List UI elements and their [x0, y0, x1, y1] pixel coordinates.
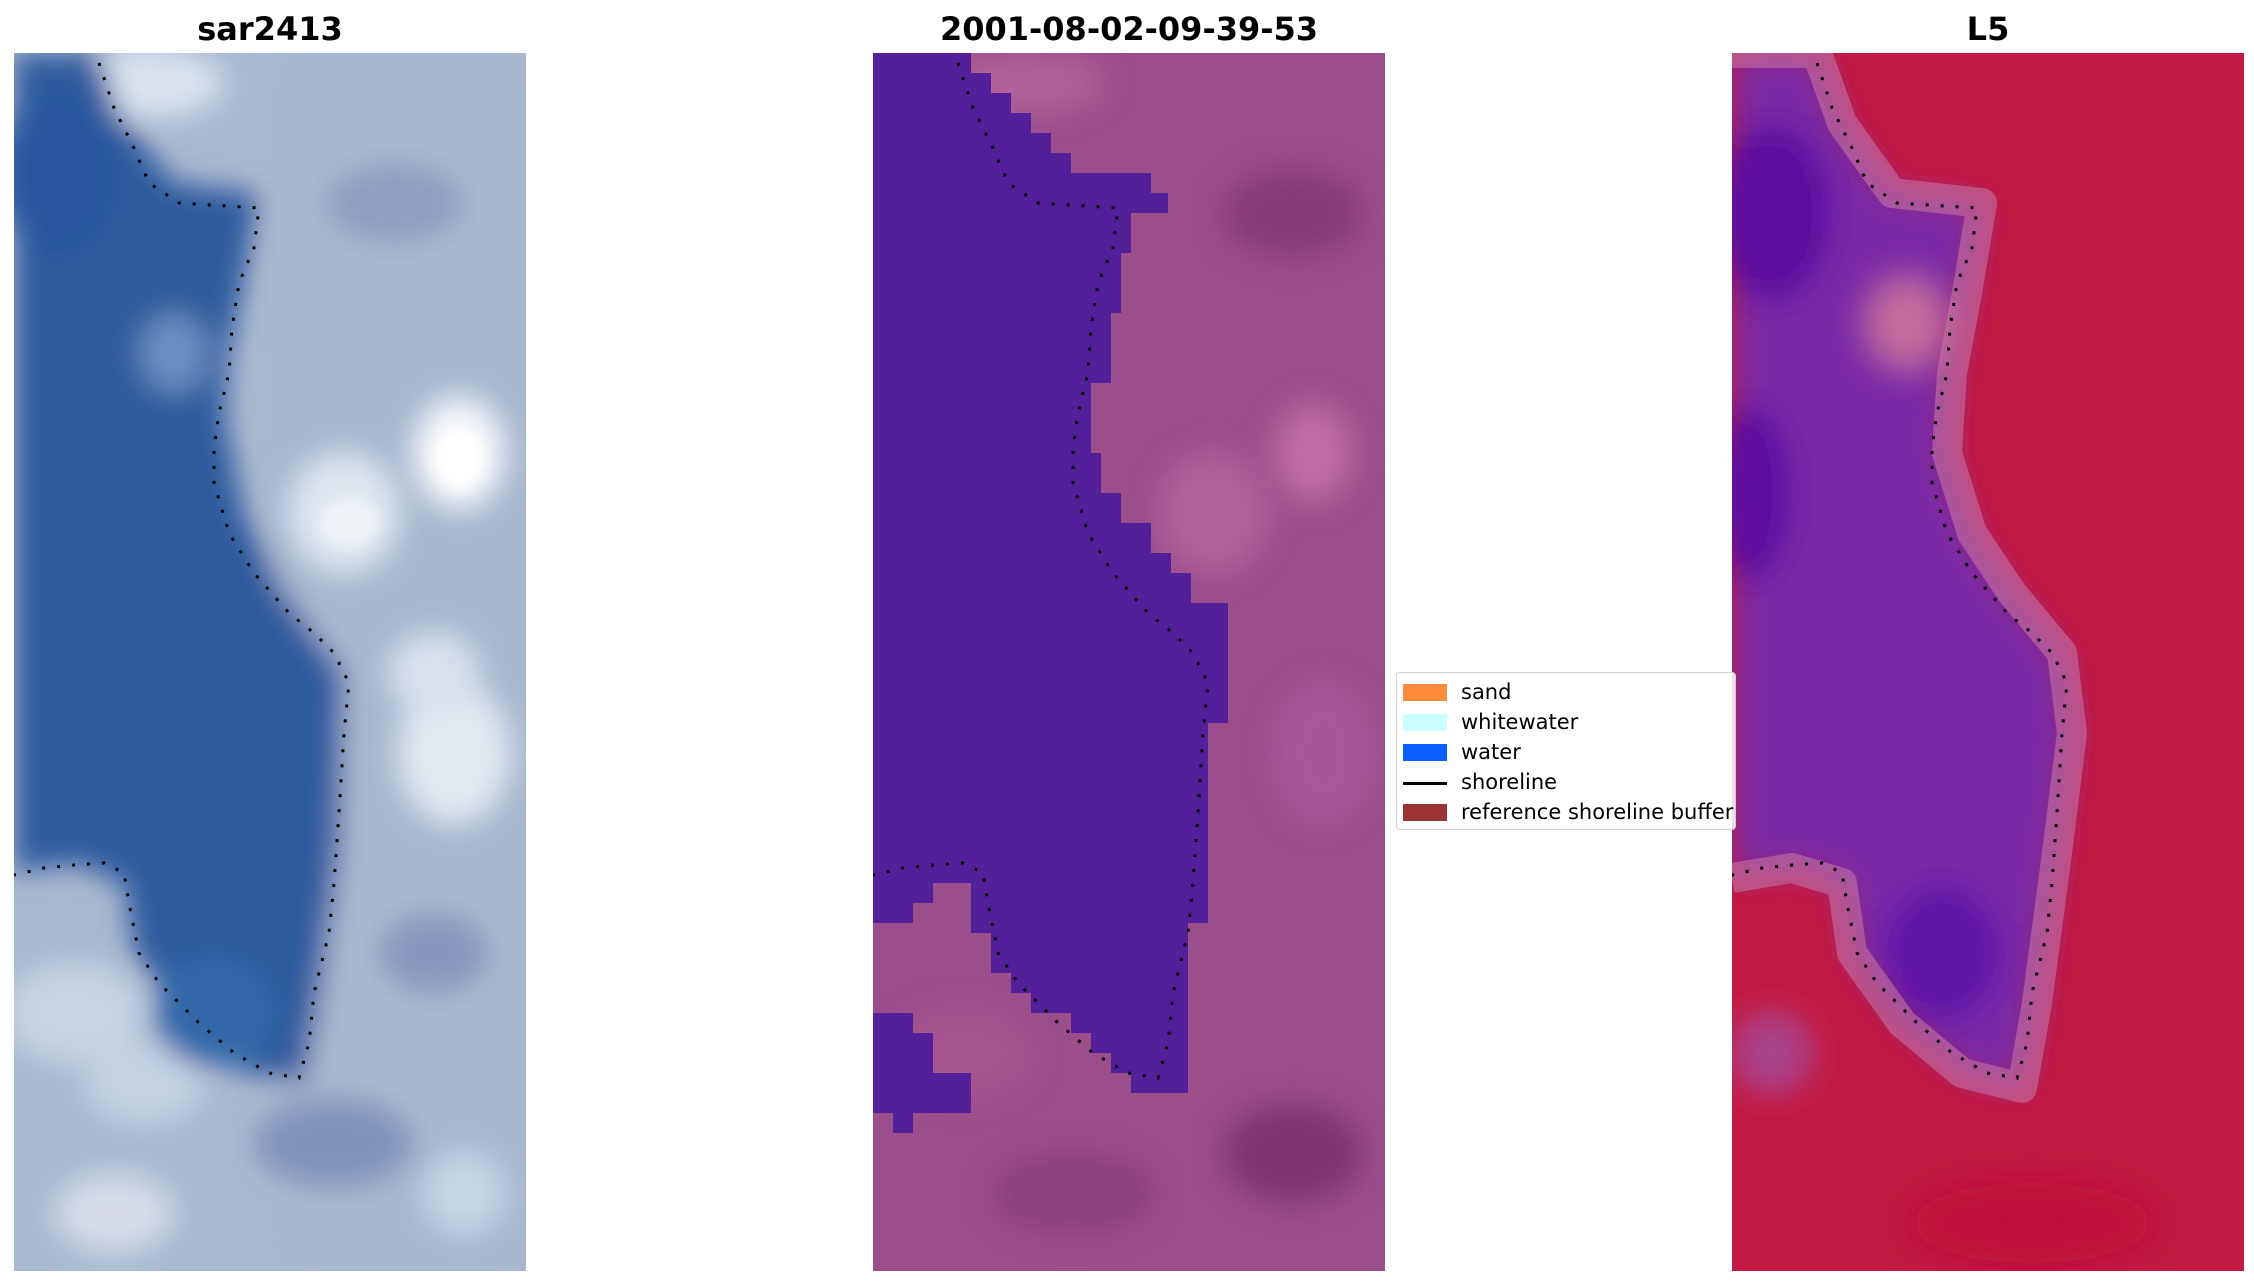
legend-label: sand: [1461, 680, 1512, 704]
legend-label: whitewater: [1461, 710, 1579, 734]
buffer-swatch: [1403, 804, 1447, 821]
shoreline: [14, 62, 351, 1080]
rgb-image-panel: [14, 53, 526, 1271]
legend-label: shoreline: [1461, 770, 1558, 794]
index-image-panel: [1732, 53, 2244, 1271]
rgb-image: [14, 53, 526, 1271]
sand-swatch: [1403, 684, 1447, 701]
legend-item-whitewater: whitewater: [1397, 707, 1737, 735]
classified-image-panel: [873, 53, 1385, 1271]
index-image: [1732, 53, 2244, 1271]
legend-item-reference-shoreline-buffer: reference shoreline buffer: [1397, 797, 1737, 825]
water-swatch: [1403, 744, 1447, 761]
legend-item-sand: sand: [1397, 677, 1737, 705]
legend-item-shoreline: shoreline: [1397, 767, 1737, 795]
panel-title-classified: 2001-08-02-09-39-53: [939, 10, 1319, 48]
whitewater-swatch: [1403, 714, 1447, 731]
panel-title-rgb: sar2413: [197, 10, 343, 48]
legend-item-water: water: [1397, 737, 1737, 765]
shoreline-line-icon: [1403, 782, 1447, 785]
shoreline: [873, 62, 1210, 1080]
classified-image: [873, 53, 1385, 1271]
shoreline: [1732, 62, 2069, 1080]
legend-label: water: [1461, 740, 1521, 764]
legend-label: reference shoreline buffer: [1461, 800, 1734, 824]
legend: sand whitewater water shoreline referenc…: [1396, 672, 1736, 830]
panel-title-index: L5: [1966, 10, 2010, 48]
